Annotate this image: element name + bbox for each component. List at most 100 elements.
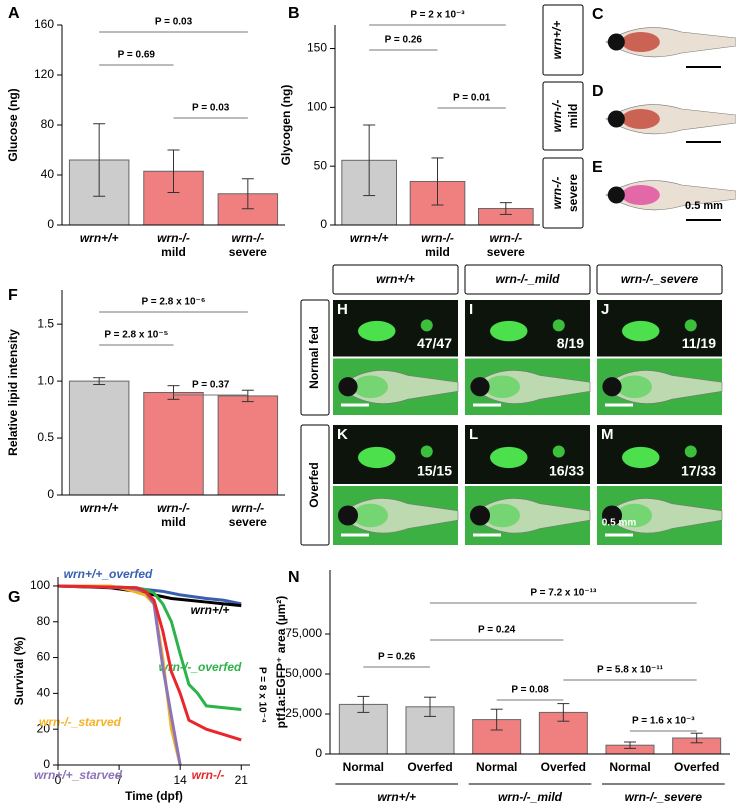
genotype-label: wrn-/- [550,100,564,133]
panel-letter: B [288,5,300,22]
y-axis-label: Glucose (ng) [6,88,20,161]
panel-letter: C [592,6,604,23]
x-tick-label: wrn-/- [421,231,454,245]
y-tick-label: 150 [307,41,327,55]
y-axis-label: Relative lipid intensity [6,329,20,456]
egfp-signal [420,319,433,332]
column-header-box [332,264,459,295]
series-label: wrn-/-_starved [39,715,122,729]
p-value: P = 5.8 x 10⁻¹¹ [597,665,664,676]
label-box [542,157,584,229]
p-value: P = 0.03 [155,17,193,28]
tissue-stain [353,375,388,399]
y-tick-label: 100 [30,578,50,592]
x-tick-label: Overfed [407,760,452,774]
column-header: wrn-/-_mild [495,272,560,286]
egfp-signal [622,446,660,469]
bar [68,380,130,496]
bar [217,395,279,496]
x-tick-label: 0 [55,773,62,787]
p-value: P = 1.6 x 10⁻³ [632,716,695,727]
fish-eye [469,505,491,526]
fish-eye [338,377,358,397]
tissue-stain [617,503,652,528]
p-value: P = 0.08 [511,685,549,696]
row-label: Overfed [307,462,321,507]
x-tick-label: wrn-/- [231,231,264,245]
fluorescence-image [597,300,722,357]
genotype-label: wrn+/+ [550,21,564,60]
p-value: P = 7.2 x 10⁻¹³ [530,588,597,599]
p-value: P = 0.26 [385,35,423,46]
egfp-signal [358,446,396,469]
x-tick-label: wrn+/+ [80,231,119,245]
p-value: P = 0.03 [192,103,230,114]
tissue-stain [621,185,660,205]
y-axis-label: ptf1a:EGFP⁺ area (µm²) [274,596,288,729]
count-label: 15/15 [417,463,452,479]
y-tick-label: 0 [47,217,54,231]
tissue-stain [485,375,520,399]
x-tick-label: Normal [476,760,517,774]
y-tick-label: 20 [37,721,51,735]
egfp-signal [490,320,528,342]
p-value: P = 0.26 [378,652,416,663]
tissue-stain [621,109,660,129]
bar [143,392,204,496]
scale-label: 0.5 mm [602,518,637,529]
y-tick-label: 0 [47,487,54,501]
column-header: wrn-/-_severe [621,272,699,286]
y-tick-label: 75,000 [285,626,322,640]
egfp-signal [358,320,396,342]
y-tick-label: 50 [314,158,328,172]
x-tick-label: wrn+/+ [350,231,389,245]
y-tick-label: 120 [34,67,54,81]
x-tick-label: wrn+/+ [80,501,119,515]
egfp-signal [684,319,697,332]
label-box [542,81,584,151]
panel-letter: D [592,83,604,100]
count-label: 11/19 [682,335,716,351]
survival-curve [57,584,182,766]
series-label: wrn-/- [192,768,225,782]
panel-letter: G [8,589,20,606]
x-tick-label: severe [487,245,525,259]
tissue-stain [485,503,520,528]
row-label-box [300,299,330,416]
p-value: P = 2.8 x 10⁻⁶ [142,297,206,308]
y-tick-label: 40 [37,686,51,700]
survival-curve [57,584,242,742]
count-label: 17/33 [681,463,716,479]
y-tick-label: 40 [41,167,55,181]
y-tick-label: 0 [43,757,50,771]
y-axis-label: Glycogen (ng) [279,85,293,166]
egfp-signal [684,445,697,458]
x-tick-label: mild [161,515,186,529]
p-value: P = 2 x 10⁻³ [410,10,465,21]
column-header: wrn+/+ [376,272,415,286]
p-value: P = 0.37 [192,380,230,391]
fish-eye [602,377,622,397]
row-label: Normal fed [307,326,321,389]
panel-letter: M [601,426,614,443]
x-tick-label: wrn-/- [157,501,190,515]
count-label: 47/47 [417,335,452,351]
panel-letter: H [337,301,348,318]
panel-letter: A [8,5,20,22]
y-tick-label: 0 [320,217,327,231]
p-value: P = 0.24 [478,625,516,636]
panel-letter: N [288,569,300,586]
series-label: wrn+/+ [191,603,230,617]
y-tick-label: 25,000 [285,706,322,720]
fluorescence-image [333,425,458,484]
fluorescence-image [333,300,458,357]
fluorescence-image [465,300,590,357]
p-value: P = 0.01 [453,93,491,104]
p-value: P = 2.8 x 10⁻⁵ [104,330,168,341]
y-axis-label: Survival (%) [12,637,26,706]
fish-eye [607,110,625,128]
y-tick-label: 80 [37,614,51,628]
x-tick-label: severe [229,515,267,529]
panel-letter: L [469,426,478,443]
